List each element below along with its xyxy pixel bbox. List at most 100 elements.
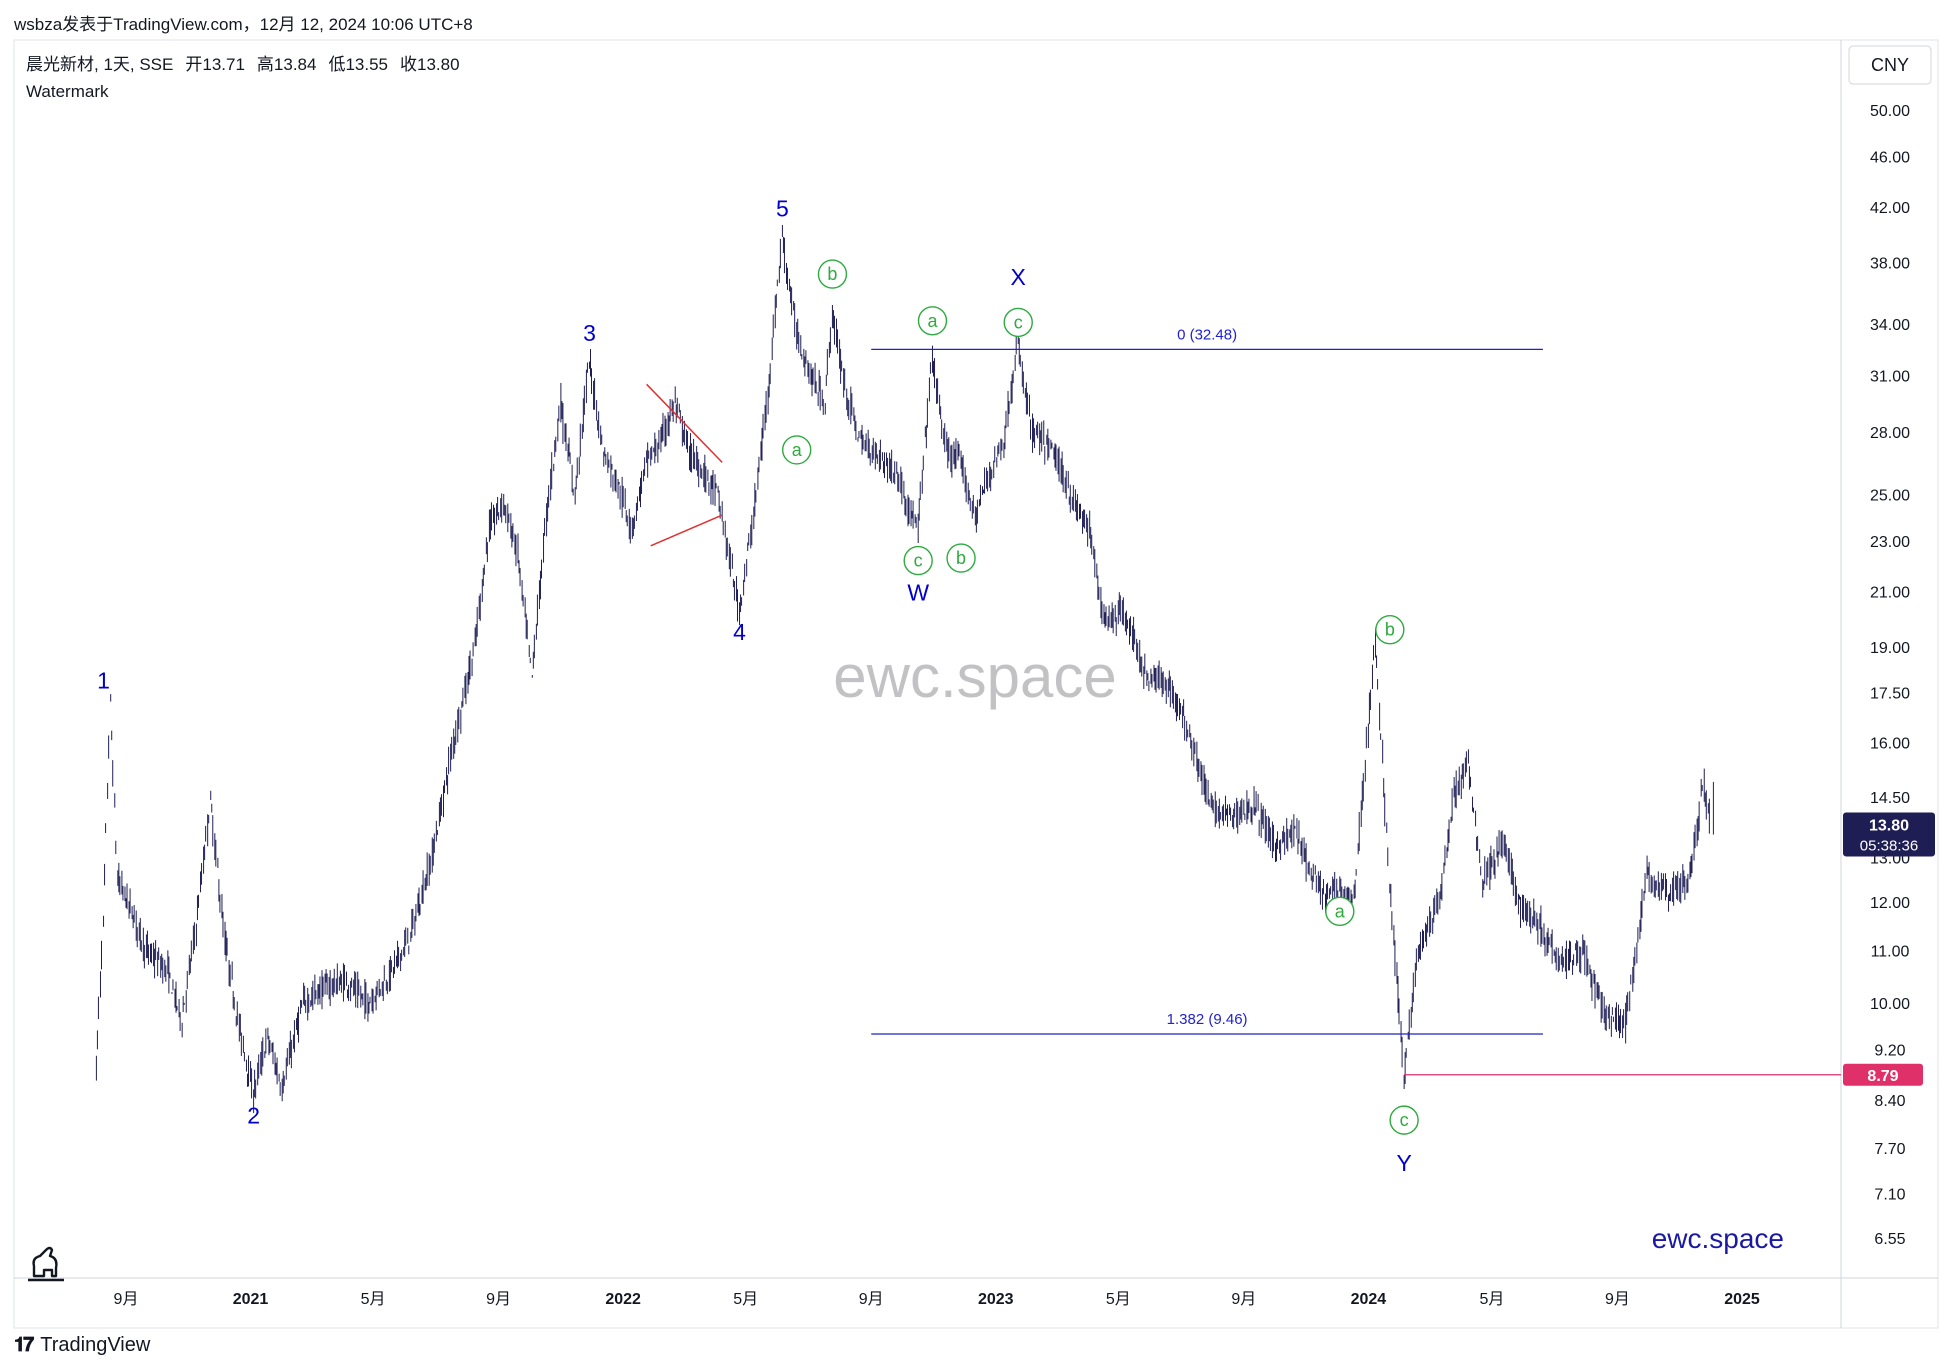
triangle-upper-line [646,383,723,463]
price-tick-label: 25.00 [1870,488,1910,505]
price-tick-label: 14.50 [1870,790,1910,807]
subwave-label: c [1400,1110,1409,1130]
high-value: 13.84 [274,55,317,74]
chart-frame [13,39,1939,1329]
wave-label: 3 [583,320,596,346]
symbol-legend: 晨光新材, 1天, SSE 开13.71 高13.84 低13.55 收13.80 Wa… [26,55,460,101]
close-value: 13.80 [417,55,460,74]
open-label: 开 [185,55,202,74]
tradingview-logo-icon [28,1246,64,1282]
time-tick-label: 9月 [486,1291,511,1308]
time-axis[interactable]: 9月 2021 5月 9月 2022 5月 9月 2023 5月 9月 2024 5月 9月 2025 [114,1291,1760,1308]
time-tick-label: 9月 [859,1291,884,1308]
wave-label: 4 [733,619,746,645]
low-price-tag [1843,1063,1923,1086]
countdown-label: 05:38:36 [1860,837,1918,854]
price-tick-label: 31.00 [1870,368,1910,385]
drawings-layer: 0 (32.48) 1.382 (9.46) [646,326,1841,1076]
price-tick-label: 50.00 [1870,103,1910,120]
subwave-circle [903,545,933,576]
subwave-circle [1325,896,1355,927]
time-tick-label: 2025 [1724,1291,1760,1308]
time-tick-label: 9月 [114,1291,139,1308]
price-tick-label: 19.00 [1870,640,1910,657]
triangle-lower-line [650,514,723,547]
wave-labels-layer: 1 2 3 4 5 W X Ya b c a b c a b c ewc.space [97,196,1784,1254]
watermark-center: ewc.space [833,643,1116,710]
footer-brand: 𝟏𝟕 TradingView [14,1334,150,1357]
time-tick-label: 2024 [1351,1291,1387,1308]
price-tick-label: 6.55 [1874,1231,1905,1248]
price-tick-label: 9.20 [1874,1042,1905,1059]
time-tick-label: 9月 [1231,1291,1256,1308]
subwave-label: b [956,548,966,568]
price-tick-label: 28.00 [1870,425,1910,442]
subwave-circle [817,259,848,289]
open-value: 13.71 [202,55,245,74]
subwave-circle [946,543,976,573]
subwave-circle [917,306,948,336]
candles-layer [95,224,1714,1114]
subwave-circle [782,435,812,465]
footer-brand-label: TradingView [40,1334,151,1356]
subwave-label: c [1014,312,1023,332]
price-tick-label: 21.00 [1870,584,1910,601]
price-tick-label: 10.00 [1870,996,1910,1013]
wave-label: X [1011,264,1026,290]
currency-button[interactable]: CNY [1848,45,1932,85]
subwave-label: a [792,440,803,460]
tradingview-mark-icon: 𝟏𝟕 [14,1334,34,1356]
subwave-circle [1389,1105,1419,1135]
wave-label: 1 [97,668,110,694]
high-label: 高 [257,55,274,74]
price-tick-label: 38.00 [1870,255,1910,272]
price-tick-label: 17.50 [1870,686,1910,703]
close-label: 收 [400,55,417,74]
time-tick-label: 2023 [978,1291,1014,1308]
subwave-label: a [1335,901,1346,921]
price-tick-label: 7.70 [1874,1141,1905,1158]
price-tick-label: 8.40 [1874,1093,1905,1110]
price-tick-label: 7.10 [1874,1186,1905,1203]
symbol-name: 晨光新材, 1天, SSE [26,55,173,74]
subwave-label: a [927,311,938,331]
currency-label: CNY [1871,55,1909,75]
low-value: 13.55 [345,55,388,74]
price-tick-label: 46.00 [1870,149,1910,166]
time-tick-label: 5月 [361,1291,386,1308]
watermark-corner: ewc.space [1652,1223,1784,1254]
time-tick-label: 9月 [1605,1291,1630,1308]
wave-label: W [907,580,929,606]
price-tick-label: 12.00 [1870,895,1910,912]
price-tick-label: 11.00 [1871,943,1910,960]
time-tick-label: 2021 [233,1291,269,1308]
subwave-circle [1375,615,1405,645]
wave-label: 2 [247,1102,260,1128]
subwave-label: c [914,551,923,571]
price-tick-label: 42.00 [1870,200,1910,217]
wave-label: Y [1396,1150,1411,1176]
subwave-label: b [827,264,837,284]
subwave-label: b [1385,620,1395,640]
price-tick-label: 23.00 [1870,534,1910,551]
fib-level-label: 1.382 (9.46) [1167,1011,1248,1028]
last-price-tag [1843,812,1935,857]
publish-header: wsbza发表于TradingView.com，12月 12, 2024 10:… [14,15,473,34]
time-tick-label: 2022 [605,1291,641,1308]
wave-label: 5 [776,196,789,222]
price-tick-label: 34.00 [1870,317,1910,334]
indicator-watermark[interactable]: Watermark [26,82,109,101]
watermark-center-layer: ewc.space [833,643,1116,710]
time-tick-label: 5月 [733,1291,758,1308]
subwave-circle [1003,307,1033,338]
low-label: 低 [328,55,345,74]
last-price-label: 13.80 [1869,817,1909,834]
price-tick-label: 16.00 [1870,735,1910,752]
fib-level-label: 0 (32.48) [1177,326,1237,343]
price-axis[interactable]: 50.00 46.00 42.00 38.00 34.00 31.00 28.00 25.00… [1843,103,1935,1248]
time-tick-label: 5月 [1479,1291,1504,1308]
time-tick-label: 5月 [1106,1291,1131,1308]
